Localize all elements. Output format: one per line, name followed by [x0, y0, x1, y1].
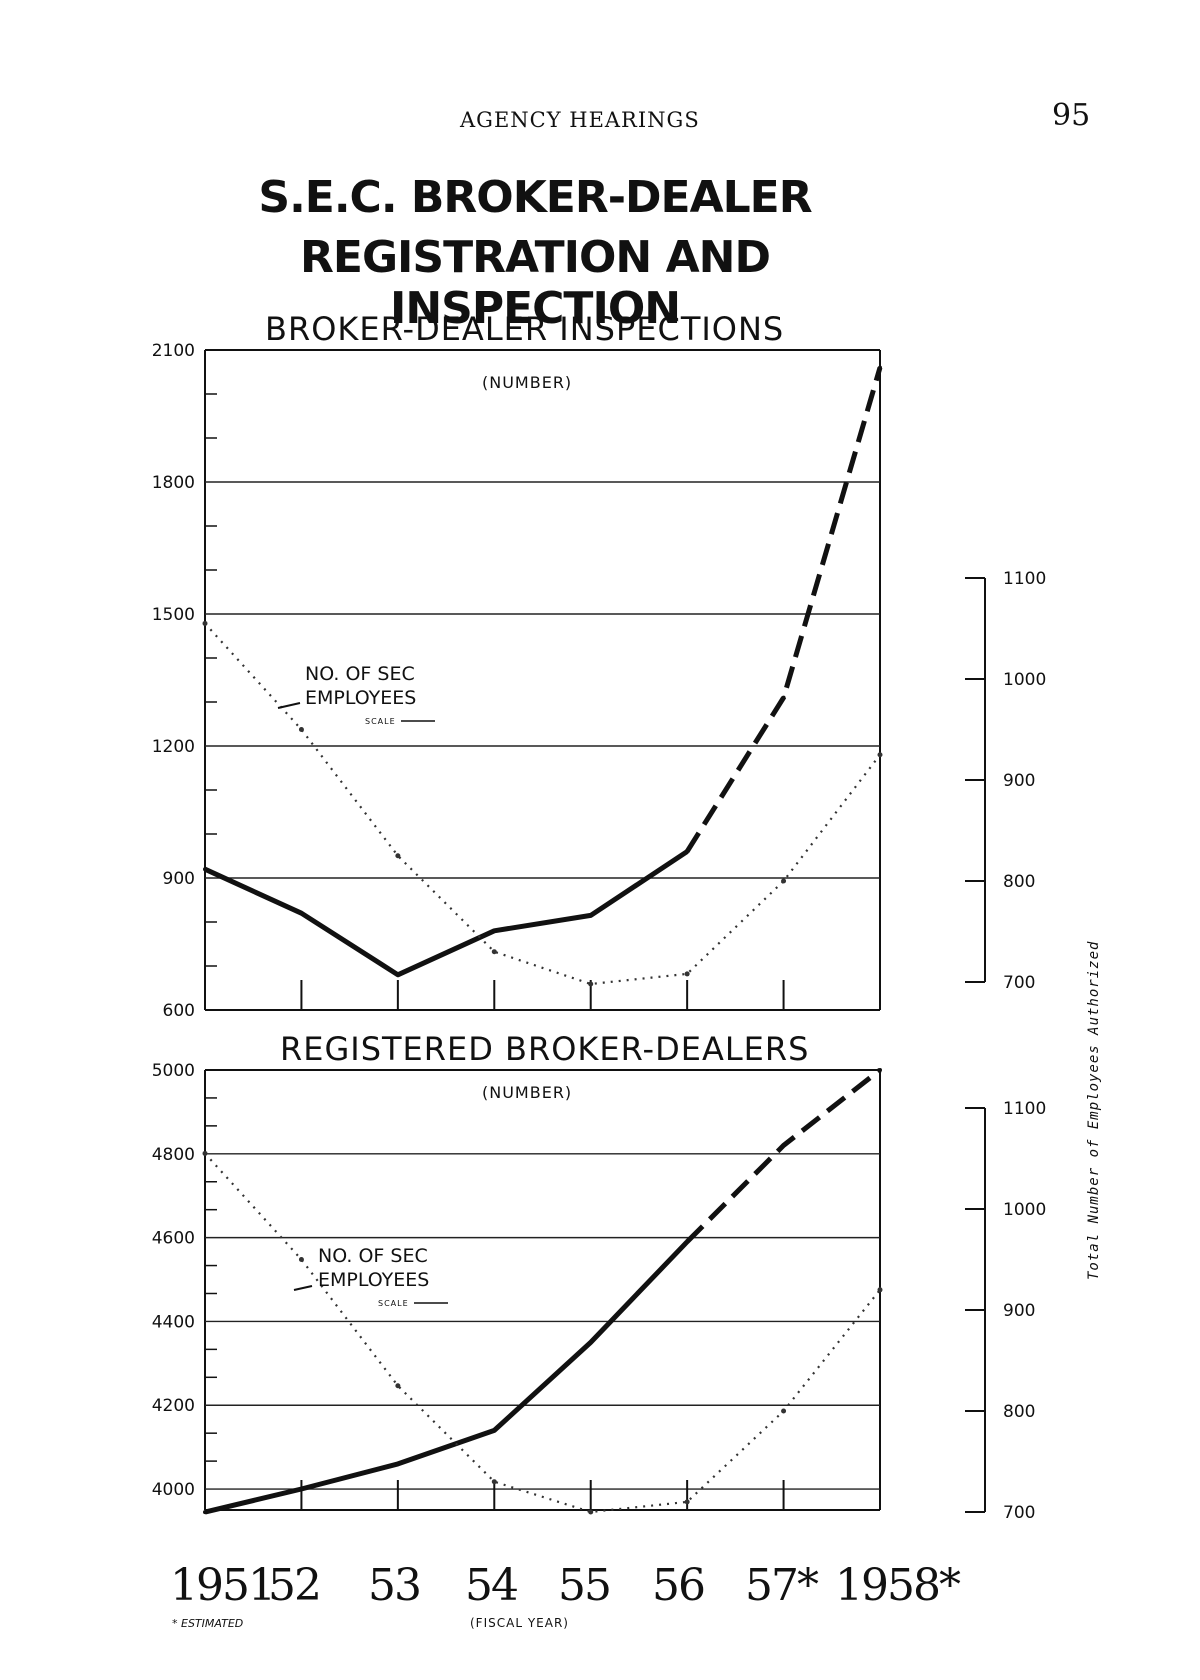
employees-point [684, 1499, 690, 1505]
right-axis-title: Total Number of Employees Authorized [1086, 941, 1102, 1280]
panel-title: REGISTERED BROKER-DEALERS [280, 1030, 809, 1068]
x-axis-label: (FISCAL YEAR) [470, 1616, 569, 1630]
right-tick-label: 700 [1003, 973, 1035, 993]
data-point [781, 695, 786, 700]
y-tick-label: 600 [163, 1001, 195, 1021]
employees-point [395, 1383, 401, 1389]
x-tick-label: 1958* [835, 1560, 961, 1611]
employees-point [491, 949, 497, 955]
page-header: AGENCY HEARINGS 95 [0, 0, 1200, 150]
employees-annotation-line2: EMPLOYEES [305, 687, 416, 709]
employees-annotation-line1: NO. OF SEC [305, 663, 415, 685]
right-tick-label: 700 [1003, 1503, 1035, 1523]
employees-point [395, 853, 401, 859]
right-tick-label: 800 [1003, 1402, 1035, 1422]
running-head: AGENCY HEARINGS [460, 108, 700, 132]
employees-series-line [204, 622, 881, 986]
y-tick-label: 4400 [152, 1312, 195, 1332]
x-tick-label: 56 [652, 1560, 704, 1611]
data-point [588, 1340, 593, 1345]
employees-annotation-line2: EMPLOYEES [318, 1269, 429, 1291]
y-tick-label: 4000 [152, 1480, 195, 1500]
data-point [299, 911, 304, 916]
y-tick-label: 1500 [152, 605, 195, 625]
x-tick-label: 54 [465, 1560, 517, 1611]
data-point [395, 972, 400, 977]
employees-point [298, 727, 304, 732]
employees-point [781, 1408, 787, 1414]
right-tick-label: 1100 [1003, 1099, 1046, 1119]
actual-series-line [204, 1240, 689, 1515]
data-point [492, 928, 497, 933]
y-tick-label: 5000 [152, 1061, 195, 1081]
y-tick-label: 4600 [152, 1229, 195, 1249]
y-tick-label: 4200 [152, 1396, 195, 1416]
employees-annotation-line1: NO. OF SEC [318, 1245, 428, 1267]
y-tick-label: 900 [163, 869, 195, 889]
estimated-series-line [685, 1068, 882, 1244]
employees-point [298, 1257, 304, 1262]
y-tick-label: 2100 [152, 341, 195, 361]
employees-point [877, 1287, 883, 1293]
employees-point [684, 971, 690, 977]
data-point [588, 913, 593, 918]
chart-title-line1: S.E.C. BROKER-DEALER [258, 172, 812, 223]
panel-subtitle: (NUMBER) [482, 373, 572, 392]
employees-point [588, 1509, 594, 1515]
data-point [395, 1461, 400, 1466]
employees-series-line [204, 1152, 881, 1514]
employees-point [202, 620, 208, 626]
x-tick-label: 52 [268, 1560, 320, 1611]
y-tick-label: 1800 [152, 473, 195, 493]
inspections-panel: BROKER-DEALER INSPECTIONS (NUMBER) 600 900 1… [152, 310, 1047, 1021]
page-number: 95 [1052, 98, 1091, 133]
scale-note: SCALE [365, 717, 396, 726]
data-point [781, 1143, 786, 1148]
right-tick-label: 900 [1003, 1301, 1035, 1321]
x-tick-label: 53 [368, 1560, 420, 1611]
right-tick-label: 1000 [1003, 1200, 1046, 1220]
actual-series-line [203, 849, 689, 978]
y-tick-label: 4800 [152, 1145, 195, 1165]
chart-title-line2: REGISTRATION AND INSPECTION [300, 232, 771, 334]
annotation-arrow [277, 702, 301, 709]
x-tick-label: 55 [558, 1560, 610, 1611]
data-point [878, 365, 882, 370]
panel-subtitle: (NUMBER) [482, 1083, 572, 1102]
employees-point [588, 981, 594, 987]
data-point [203, 1510, 207, 1515]
data-point [299, 1487, 304, 1492]
annotation-arrow [293, 1285, 313, 1291]
right-tick-label: 800 [1003, 872, 1035, 892]
data-point [203, 867, 207, 872]
right-tick-label: 1000 [1003, 670, 1046, 690]
panel-title: BROKER-DEALER INSPECTIONS [265, 310, 784, 348]
x-tick-label: 1951 [170, 1560, 274, 1611]
employees-point [781, 878, 787, 884]
right-tick-label: 1100 [1003, 569, 1046, 589]
y-tick-label: 1200 [152, 737, 195, 757]
employees-point [491, 1479, 497, 1485]
scale-note: SCALE [378, 1299, 409, 1308]
employees-point [202, 1150, 208, 1156]
data-point [878, 1068, 882, 1072]
estimated-series-line [684, 366, 883, 853]
right-tick-label: 900 [1003, 771, 1035, 791]
estimated-footnote: * ESTIMATED [172, 1617, 243, 1630]
data-point [685, 849, 690, 854]
right-axis-label: Total Number of Employees Authorized [1086, 941, 1102, 1280]
registered-panel: REGISTERED BROKER-DEALERS (NUMBER) 4000 420… [152, 1030, 1047, 1523]
employees-point [877, 752, 883, 758]
data-point [492, 1428, 497, 1433]
x-tick-label: 57* [745, 1560, 819, 1611]
data-point [685, 1239, 690, 1244]
